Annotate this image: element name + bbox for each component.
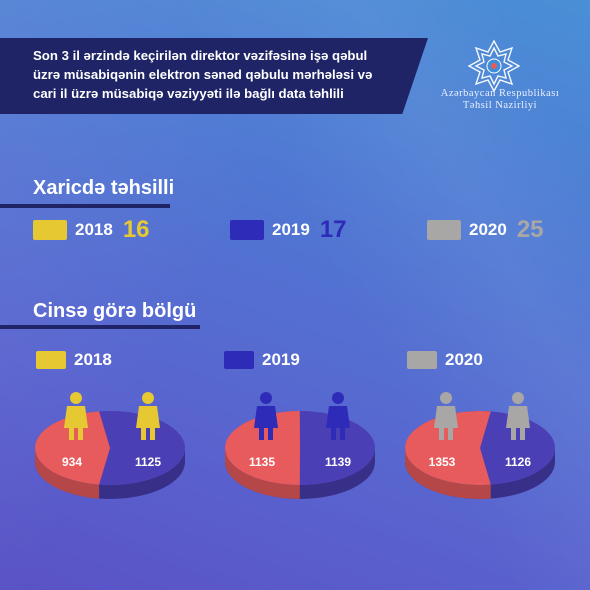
gender-year-2018: 2018 <box>74 350 112 369</box>
gender-year-2019: 2019 <box>262 350 300 369</box>
swatch-2019 <box>230 220 264 240</box>
gender-legend-2019: 2019 <box>224 350 300 370</box>
ministry-line-2: Təhsil Nazirliyi <box>462 100 538 111</box>
pie-slice-female-2020 <box>405 411 491 485</box>
gender-swatch-2018 <box>36 351 66 369</box>
gender-legend-2018: 2018 <box>36 350 112 370</box>
pie-label-female-2020: 1353 <box>429 455 456 469</box>
male-person-icon <box>506 392 530 440</box>
header-line-2: üzrə müsabiqənin elektron sənəd qəbulu m… <box>33 67 373 82</box>
pie-slice-female-2019 <box>225 411 300 485</box>
ministry-name: Azərbaycan Respublikası Təhsil Nazirliyi <box>415 88 585 112</box>
gender-swatch-2019 <box>224 351 254 369</box>
header-line-3: cari il üzrə müsabiqə vəziyyəti ilə bağl… <box>33 86 344 101</box>
swatch-2020 <box>427 220 461 240</box>
section-underline-abroad <box>0 204 170 208</box>
abroad-value-2018: 16 <box>122 216 150 243</box>
section-title-gender: Cinsə görə bölgü <box>33 300 197 322</box>
pie-side-female-2018 <box>35 448 100 499</box>
header-title: Son 3 il ərzində keçirilən direktor vəzi… <box>33 46 403 103</box>
female-person-icon <box>254 392 278 440</box>
header-line-1: Son 3 il ərzində keçirilən direktor vəzi… <box>33 48 368 63</box>
pie-label-male-2018: 1125 <box>135 455 161 469</box>
gender-year-2020: 2020 <box>445 350 483 369</box>
pie-side-female-2020 <box>405 448 491 499</box>
pie-label-male-2020: 1126 <box>505 455 531 469</box>
ministry-emblem-icon <box>467 39 521 93</box>
abroad-item-2018: 2018 16 <box>33 216 150 244</box>
gender-legend-2020: 2020 <box>407 350 483 370</box>
pie-label-female-2018: 934 <box>62 455 82 469</box>
header-band <box>0 38 428 114</box>
pie-label-male-2019: 1139 <box>325 455 351 469</box>
section-underline-gender <box>0 325 200 329</box>
male-person-icon <box>136 392 160 440</box>
female-person-icon <box>434 392 458 440</box>
abroad-item-2020: 2020 25 <box>427 216 544 244</box>
female-person-icon <box>64 392 88 440</box>
swatch-2018 <box>33 220 67 240</box>
gender-swatch-2020 <box>407 351 437 369</box>
pie-label-female-2019: 1135 <box>249 455 275 469</box>
abroad-year-2018: 2018 <box>75 220 113 239</box>
abroad-year-2019: 2019 <box>272 220 310 239</box>
pie-side-female-2019 <box>225 448 300 499</box>
pie-slice-female-2018 <box>34 411 110 485</box>
abroad-year-2020: 2020 <box>469 220 507 239</box>
gender-pie-charts: 934 1125 1135 1139 1353 1126 <box>34 392 555 499</box>
male-person-icon <box>326 392 350 440</box>
section-title-abroad: Xaricdə təhsilli <box>33 177 175 199</box>
abroad-item-2019: 2019 17 <box>230 216 347 244</box>
ministry-line-1: Azərbaycan Respublikası <box>440 88 560 99</box>
abroad-value-2020: 25 <box>516 216 544 243</box>
abroad-value-2019: 17 <box>319 216 347 243</box>
